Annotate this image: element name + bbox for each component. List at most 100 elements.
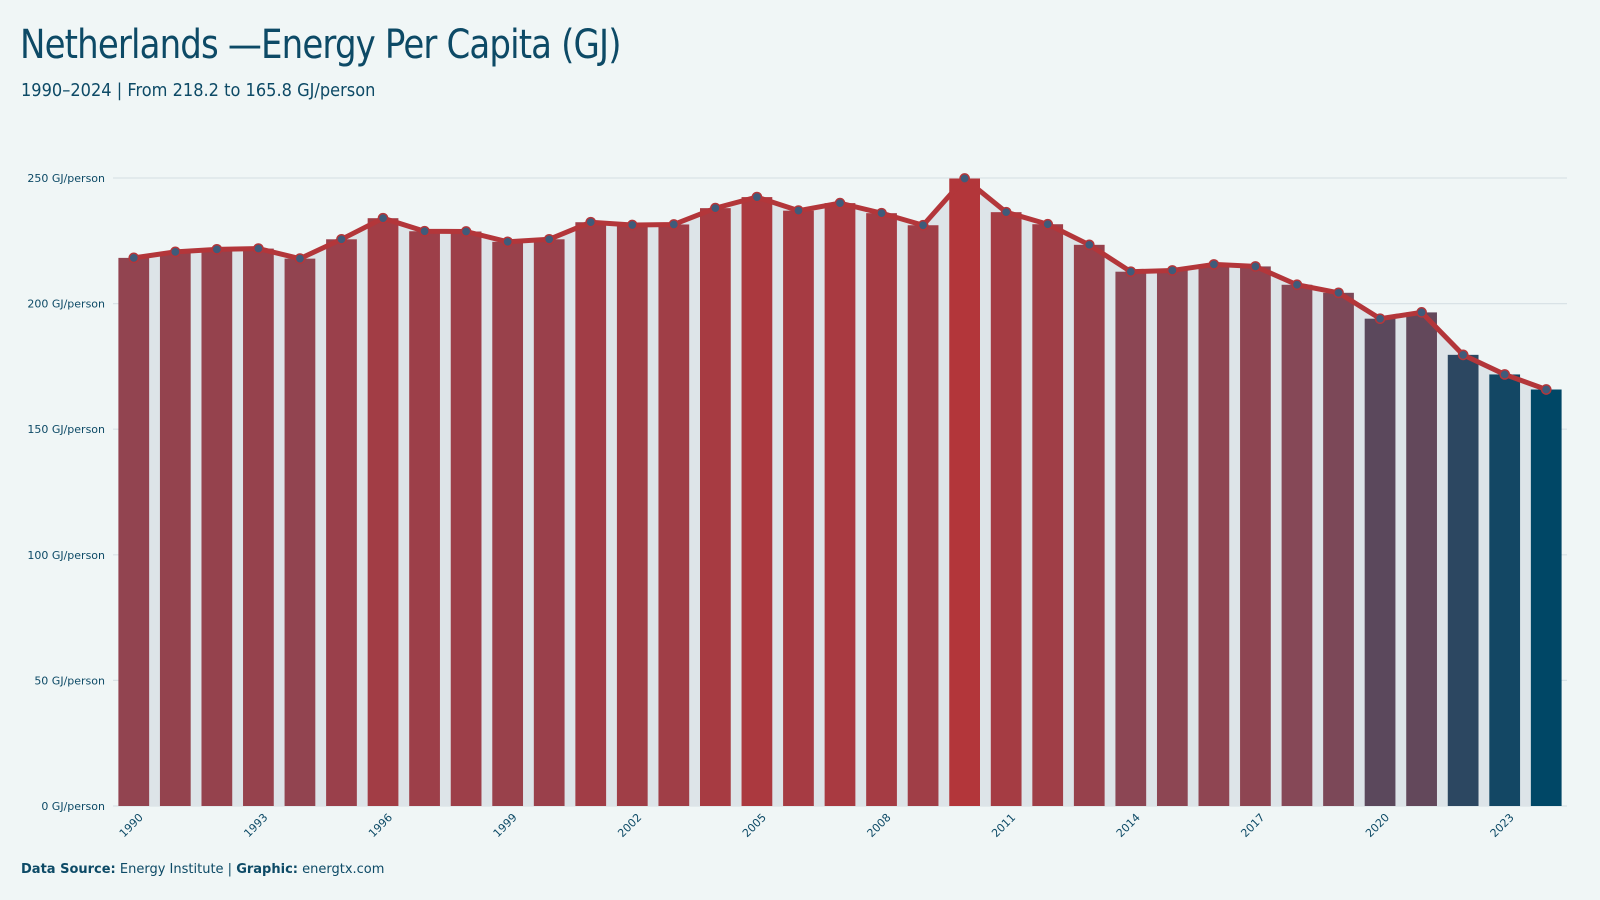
x-tick-label-1990: 1990 (117, 811, 146, 840)
x-tick-label-1996: 1996 (366, 811, 395, 840)
bar-1992 (201, 249, 233, 806)
markers (128, 173, 1552, 395)
x-tick-label-1999: 1999 (491, 811, 520, 840)
bar-2012 (1032, 224, 1064, 806)
y-tick-label-200: 200 GJ/person (27, 298, 105, 311)
footer-source-value: Energy Institute | (119, 862, 233, 877)
marker-2022 (1457, 349, 1469, 361)
bar-2013 (1073, 244, 1105, 806)
marker-2018 (1291, 279, 1303, 291)
y-tick-label-150: 150 GJ/person (27, 423, 105, 436)
bar-2020 (1364, 318, 1396, 806)
bar-2002 (616, 224, 648, 807)
marker-1995 (336, 233, 347, 245)
x-tick-label-2017: 2017 (1238, 811, 1267, 840)
marker-2016 (1208, 259, 1220, 270)
marker-2005 (751, 191, 763, 203)
footer: Data Source: Energy Institute | Graphic:… (21, 862, 384, 877)
marker-1997 (419, 225, 430, 237)
bar-2000 (533, 239, 565, 807)
bar-1993 (243, 248, 274, 806)
marker-2007 (834, 197, 846, 209)
marker-1996 (377, 212, 389, 224)
marker-2001 (585, 216, 597, 228)
bar-1994 (284, 258, 316, 806)
bar-2011 (990, 212, 1022, 806)
marker-2010 (959, 173, 970, 184)
x-tick-label-2011: 2011 (989, 811, 1018, 840)
marker-2004 (710, 202, 721, 214)
marker-2006 (793, 205, 804, 217)
marker-2000 (543, 233, 555, 245)
bar-1997 (409, 231, 440, 806)
y-tick-label-100: 100 GJ/person (27, 549, 105, 562)
marker-2024 (1540, 384, 1552, 395)
bar-2016 (1198, 264, 1230, 806)
bar-2004 (700, 208, 731, 807)
bar-2018 (1281, 284, 1313, 806)
bar-1996 (367, 218, 399, 806)
bar-2024 (1530, 389, 1562, 806)
footer-graphic-value: energtx.com (302, 862, 385, 877)
marker-2008 (876, 207, 887, 219)
bar-2001 (575, 222, 607, 807)
bar-2008 (866, 213, 897, 807)
chart-subtitle: 1990–2024 | From 218.2 to 165.8 GJ/perso… (21, 80, 376, 101)
x-tick-label-2002: 2002 (615, 811, 644, 840)
marker-2011 (1000, 206, 1012, 218)
marker-2023 (1499, 369, 1511, 380)
bar-2003 (658, 224, 690, 807)
marker-2015 (1166, 265, 1178, 276)
marker-2003 (668, 219, 680, 230)
bar-2019 (1323, 292, 1354, 806)
marker-1998 (460, 226, 472, 237)
bar-1999 (492, 241, 524, 806)
bar-2017 (1240, 266, 1271, 807)
bar-2005 (741, 197, 773, 807)
bar-2015 (1156, 270, 1188, 806)
marker-1999 (502, 236, 514, 248)
bar-2022 (1447, 354, 1479, 806)
x-tick-labels: 1990 1993 1996 1999 2002 2005 2008 2011 2014 2017… (117, 811, 1517, 840)
marker-2014 (1125, 266, 1137, 278)
marker-2020 (1374, 313, 1386, 325)
bar-2009 (907, 225, 939, 807)
y-tick-label-250: 250 GJ/person (27, 172, 105, 185)
bar-2006 (783, 210, 814, 806)
footer-graphic-label: Graphic: (236, 862, 298, 877)
marker-2012 (1042, 218, 1054, 230)
y-tick-label-50: 50 GJ/person (34, 674, 105, 687)
marker-1992 (211, 243, 223, 255)
x-tick-label-1993: 1993 (241, 811, 270, 840)
x-tick-label-2008: 2008 (865, 811, 894, 840)
bar-2014 (1115, 271, 1147, 806)
bar-2021 (1406, 312, 1437, 806)
marker-2019 (1333, 287, 1344, 299)
marker-2021 (1416, 307, 1427, 318)
bars (118, 178, 1562, 807)
marker-1990 (128, 252, 140, 264)
chart-title: Netherlands —Energy Per Capita (GJ) (20, 22, 621, 68)
marker-1991 (169, 246, 181, 258)
x-tick-label-2020: 2020 (1363, 811, 1392, 840)
bar-1995 (326, 239, 357, 807)
bar-1991 (159, 251, 191, 807)
bar-1990 (118, 257, 150, 806)
y-tick-labels: 0 GJ/person 50 GJ/person 100 GJ/person 150 … (27, 172, 105, 813)
marker-2009 (917, 219, 929, 231)
bar-2007 (824, 203, 856, 806)
marker-2017 (1250, 261, 1261, 272)
marker-1994 (294, 253, 306, 264)
x-tick-label-2023: 2023 (1488, 811, 1517, 840)
y-tick-label-0: 0 GJ/person (41, 800, 105, 813)
marker-1993 (253, 243, 264, 254)
footer-source-label: Data Source: (21, 862, 116, 877)
bar-2010 (949, 178, 980, 807)
bar-1998 (450, 231, 482, 806)
marker-2002 (626, 219, 638, 231)
x-tick-label-2005: 2005 (740, 811, 769, 840)
marker-2013 (1083, 239, 1095, 251)
x-tick-label-2014: 2014 (1114, 811, 1143, 840)
bar-2023 (1489, 374, 1521, 806)
